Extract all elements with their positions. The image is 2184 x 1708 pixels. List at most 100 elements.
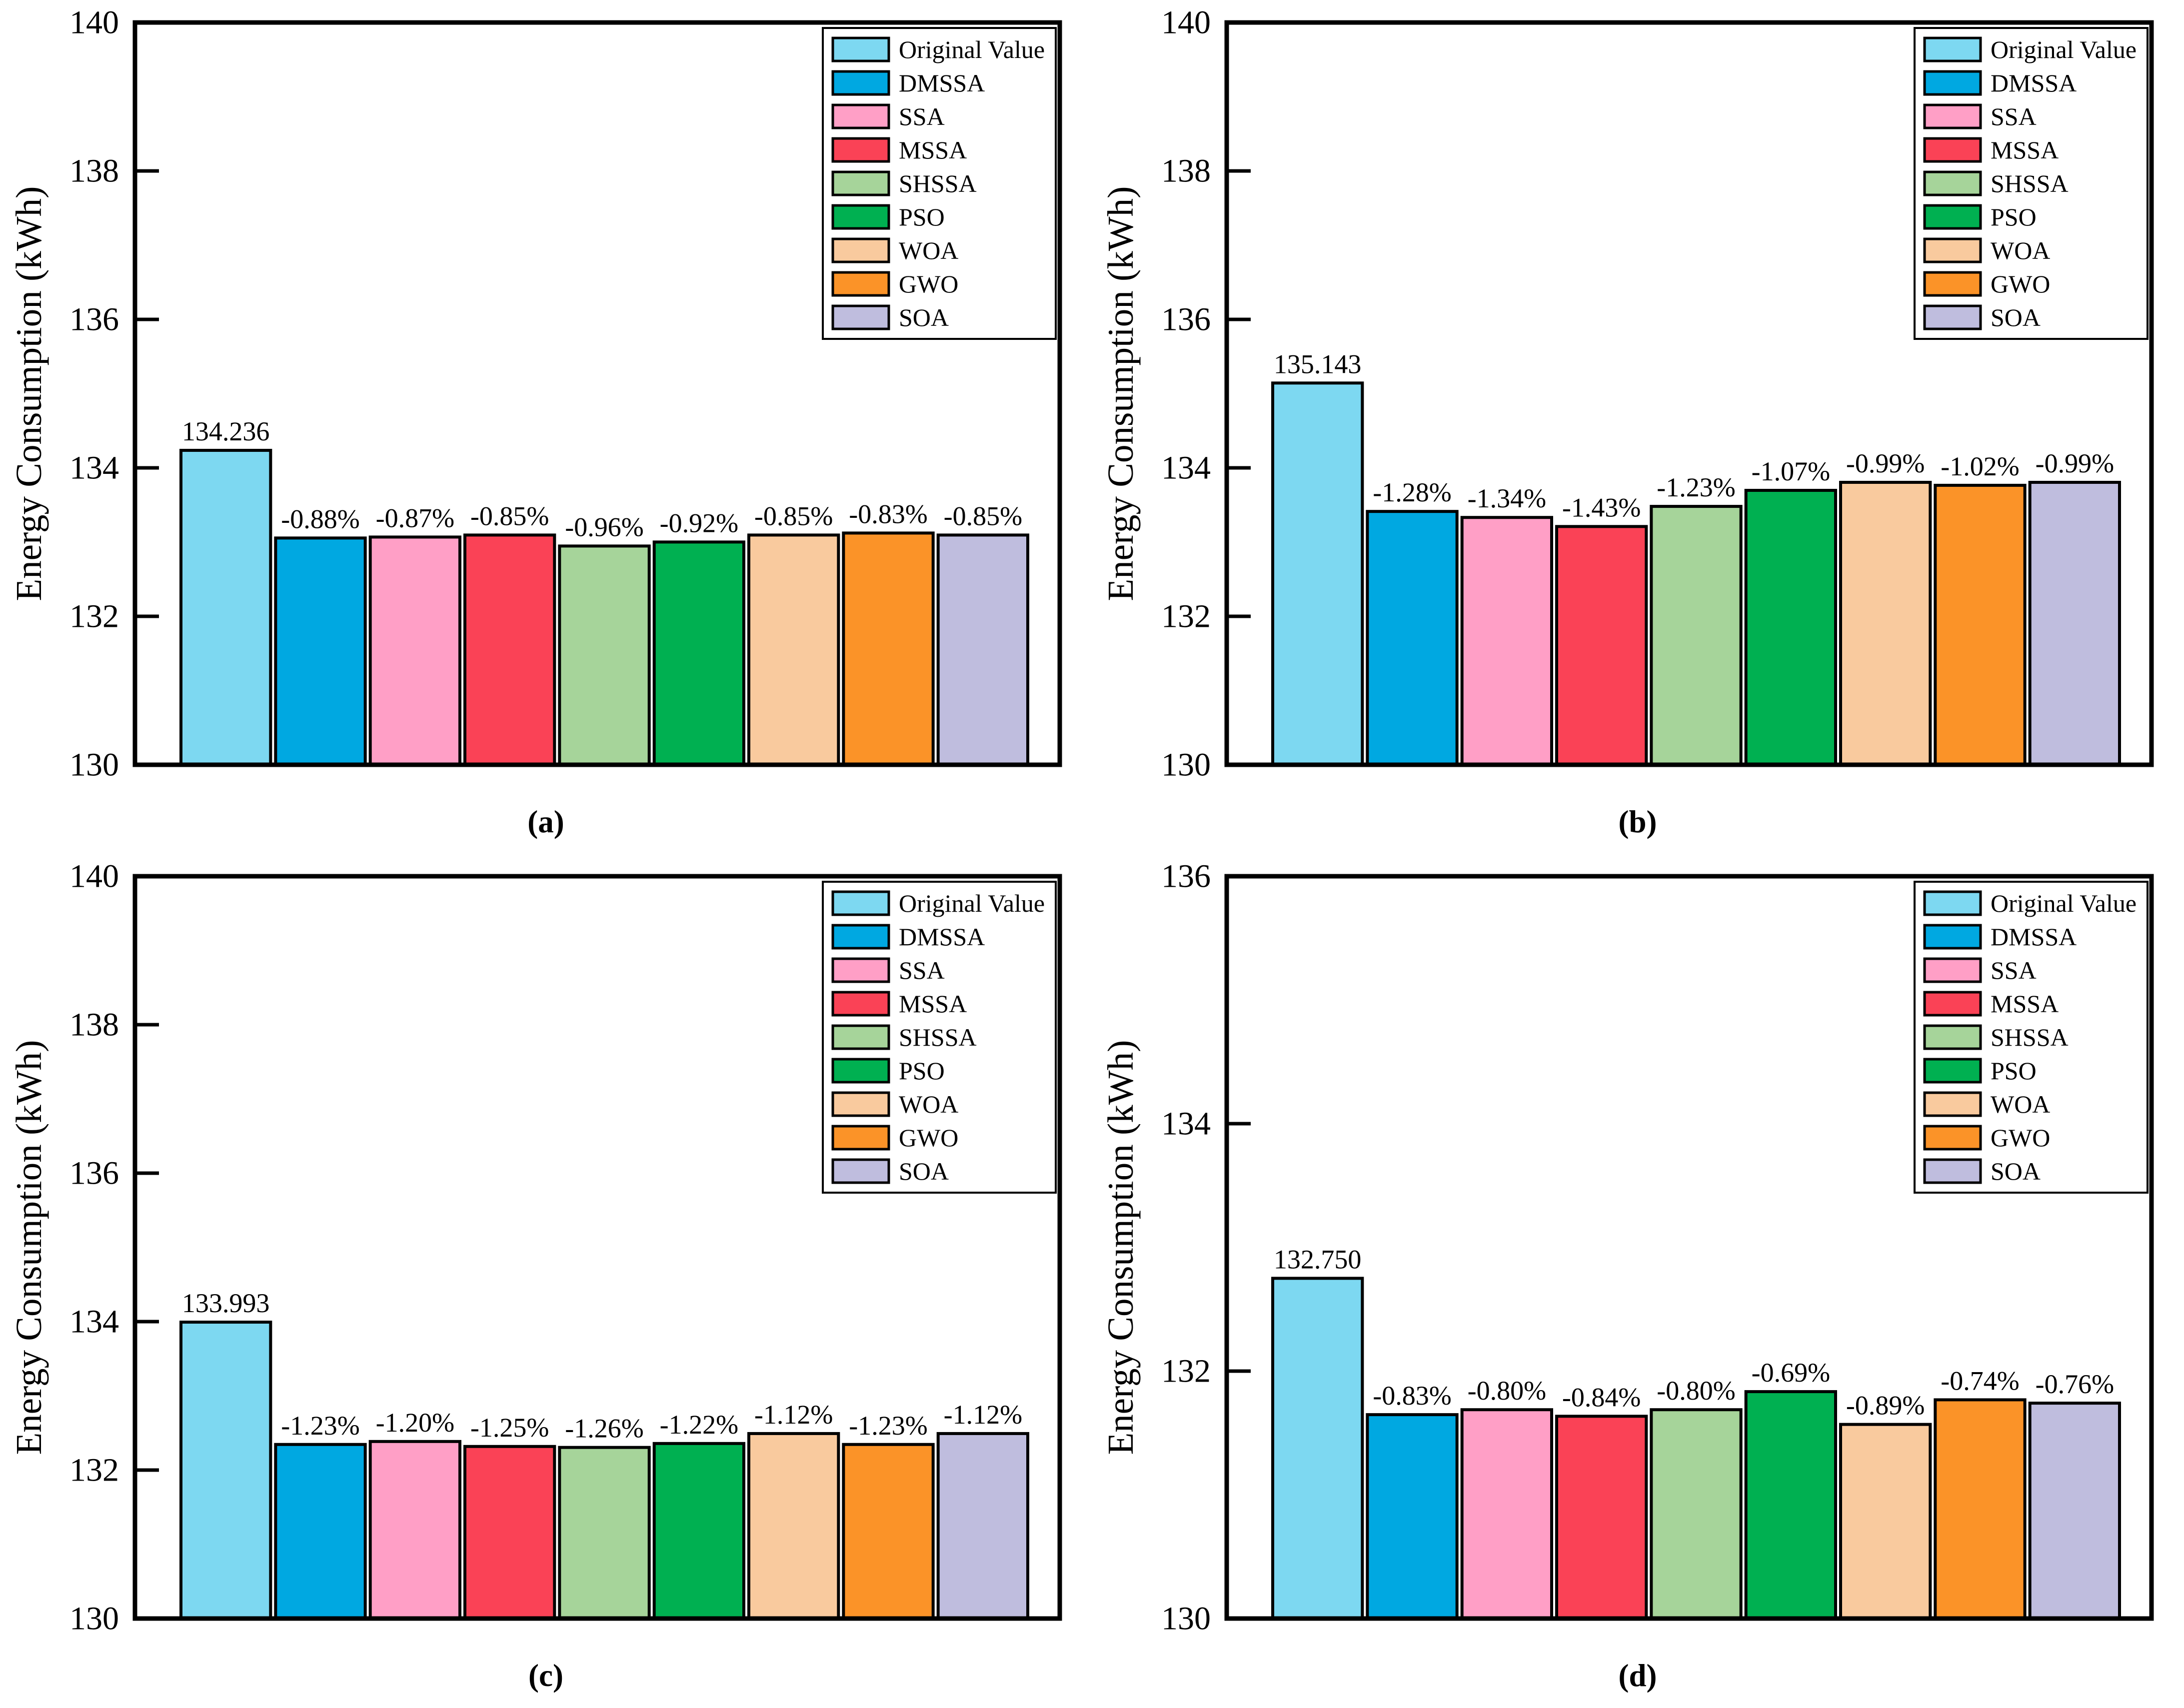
bar-label: -0.85% [754,501,833,531]
y-tick-label: 132 [69,1452,119,1489]
bar-shssa [1650,1408,1743,1620]
bar-label: -1.34% [1468,483,1546,513]
legend-label: SSA [1991,102,2037,130]
legend-swatch-woa [831,1091,890,1117]
bar-label: -0.85% [944,501,1022,531]
chart-panel-c: Energy Consumption (kWh) 130 132 134 136 138 1… [0,854,1092,1708]
legend-label: WOA [899,236,958,264]
bar-label: -1.43% [1562,492,1641,522]
legend-swatch-pso [831,1058,890,1084]
bar-woa [747,533,840,766]
bar-label: -0.84% [1562,1382,1641,1412]
legend-label: MSSA [1991,990,2059,1018]
bar-label: -1.12% [944,1400,1022,1430]
bar-woa [1839,1423,1932,1620]
legend-label: Original Value [1991,889,2137,917]
legend-swatch-pso [1923,204,1982,230]
bar-label: -0.80% [1468,1376,1546,1406]
legend-swatch-ssa [1923,103,1982,129]
bar-ssa [368,1440,462,1620]
legend-swatch-soa [1923,1158,1982,1184]
legend-swatch-soa [831,1158,890,1184]
legend-label: MSSA [899,136,967,164]
bar-label: -0.69% [1752,1358,1830,1388]
legend-swatch-ssa [831,103,890,129]
bar-mssa [1555,525,1648,766]
y-tick-label: 132 [69,598,119,635]
y-tick-label: 136 [69,301,119,338]
bar-label: -0.88% [281,504,359,534]
legend-label: Original Value [899,35,1045,63]
y-tick-label: 132 [1161,1353,1211,1390]
panel-b: Energy Consumption (kWh) 130 132 134 136 138 1… [1092,0,2184,854]
bar-soa [936,1432,1029,1620]
bar-label: 133.993 [182,1288,270,1318]
legend-swatch-gwo [1923,1125,1982,1151]
legend-swatch-gwo [1923,271,1982,297]
bar-mssa [463,533,556,766]
y-tick-label: 138 [1161,153,1211,189]
legend-label: PSO [899,203,945,231]
bar-gwo [842,1443,935,1620]
bar-label: -0.80% [1657,1376,1735,1406]
bar-label: -0.89% [1846,1391,1925,1421]
bar-pso [652,1442,745,1621]
bar-soa [936,533,1029,766]
legend-label: SSA [899,956,945,984]
bar-label: -0.96% [565,512,643,542]
bar-label: -0.76% [2036,1369,2114,1399]
legend-swatch-ssa [831,957,890,983]
legend-swatch-woa [1923,237,1982,263]
bar-original-value [1271,1277,1364,1620]
y-tick-label: 132 [1161,598,1211,635]
legend-label: PSO [1991,1057,2037,1085]
legend-label: PSO [1991,203,2037,231]
bar-woa [747,1432,840,1620]
legend-label: MSSA [899,990,967,1018]
bar-label: -0.87% [376,503,454,533]
bar-label: -1.25% [470,1413,549,1443]
bar-soa [2028,1402,2121,1621]
y-tick-label: 136 [1161,858,1211,895]
legend-label: Original Value [899,889,1045,917]
bar-label: -1.23% [1657,472,1735,502]
chart-panel-d: Energy Consumption (kWh) 130 132 134 136 132.… [1092,854,2184,1708]
bar-label: -1.07% [1752,456,1830,486]
y-tick-label: 130 [69,747,119,783]
legend-swatch-shssa [1923,1024,1982,1050]
legend-swatch-dmssa [831,924,890,950]
bar-dmssa [274,1443,367,1620]
bar-pso [1744,1390,1837,1620]
legend-label: Original Value [1991,35,2137,63]
panel-c: Energy Consumption (kWh) 130 132 134 136 138 1… [0,854,1092,1708]
bar-label: -0.74% [1941,1366,2019,1396]
legend-label: GWO [1991,270,2050,298]
legend-label: SOA [899,1157,949,1185]
legend-swatch-mssa [831,137,890,163]
legend-swatch-mssa [1923,137,1982,163]
bar-original-value [179,448,272,766]
bar-label: -0.83% [1373,1381,1451,1411]
bar-label: -0.83% [849,499,927,529]
legend-swatch-shssa [1923,170,1982,196]
y-axis-label: Energy Consumption (kWh) [8,1040,49,1455]
panel-caption: (b) [1619,804,1657,839]
legend-swatch-pso [1923,1058,1982,1084]
legend-label: DMSSA [1991,923,2077,951]
y-tick-label: 134 [1161,450,1211,486]
legend-label: DMSSA [899,923,985,951]
bar-shssa [1650,505,1743,766]
legend-swatch-gwo [831,271,890,297]
chart-panel-b: Energy Consumption (kWh) 130 132 134 136 138 1… [1092,0,2184,854]
bar-label: -1.28% [1373,477,1451,507]
legend-swatch-dmssa [1923,70,1982,96]
legend-label: WOA [899,1090,958,1118]
legend-label: SHSSA [899,1023,977,1051]
bar-gwo [1934,1398,2027,1621]
legend-label: SOA [1991,1157,2041,1185]
y-tick-label: 134 [69,1304,119,1340]
y-axis-label: Energy Consumption (kWh) [8,186,49,601]
bar-label: -1.26% [565,1414,643,1444]
bar-original-value [1271,381,1364,766]
plot-frame [132,874,1062,1621]
